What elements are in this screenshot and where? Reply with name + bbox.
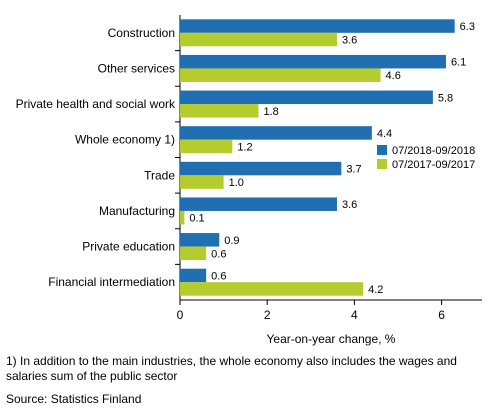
category-label: Manufacturing (99, 204, 175, 218)
bar-chart-svg: Construction 6.3 3.6 Other services 6.1 4.6 Pr… (16, 15, 482, 346)
category-label: Trade (144, 168, 175, 182)
bar (180, 197, 337, 211)
bar-value-label: 0.1 (189, 213, 204, 225)
bar-value-label: 3.6 (342, 35, 357, 47)
legend-label: 07/2018-09/2018 (392, 145, 475, 157)
category-label: Private education (82, 240, 175, 254)
bar (180, 139, 233, 154)
legend-swatch (377, 145, 387, 155)
bar-value-label: 1.0 (229, 177, 244, 189)
bar (180, 32, 337, 47)
bar (180, 268, 207, 283)
bar (180, 104, 259, 118)
x-axis-title: Year-on-year change, % (267, 332, 396, 346)
category-label: Private health and social work (16, 97, 176, 111)
bar-value-label: 6.1 (451, 57, 466, 69)
bar-value-label: 1.8 (263, 106, 278, 118)
bar (180, 90, 433, 105)
source-note: Source: Statistics Finland (6, 392, 142, 406)
category-label: Whole economy 1) (75, 133, 175, 147)
category-label: Construction (108, 26, 175, 40)
legend-label: 07/2017-09/2017 (392, 159, 475, 171)
bar-value-label: 4.2 (368, 284, 383, 296)
x-tick-label: 2 (264, 308, 271, 322)
bar (180, 126, 372, 140)
bar (180, 210, 185, 225)
category-label: Other services (98, 61, 175, 75)
bar (180, 246, 207, 261)
bar-value-label: 6.3 (460, 21, 475, 33)
legend-swatch (377, 159, 387, 169)
bar (180, 54, 446, 69)
bar-value-label: 1.2 (237, 141, 252, 153)
bar-value-label: 3.6 (342, 199, 357, 211)
bar (180, 161, 342, 176)
bar (180, 19, 455, 33)
bar (180, 175, 224, 189)
bar (180, 233, 220, 247)
bar (180, 68, 381, 82)
bar (180, 282, 364, 296)
x-tick-label: 4 (351, 308, 358, 322)
bar-value-label: 4.6 (386, 70, 401, 82)
x-tick-label: 6 (438, 308, 445, 322)
bar-value-label: 0.9 (224, 235, 239, 247)
bar-value-label: 4.4 (377, 128, 392, 140)
footnote: 1) In addition to the main industries, t… (6, 354, 457, 383)
bar-value-label: 3.7 (346, 164, 361, 176)
bar-value-label: 5.8 (438, 92, 453, 104)
category-label: Financial intermediation (48, 275, 175, 289)
bar-value-label: 0.6 (211, 270, 226, 282)
x-tick-label: 0 (177, 308, 184, 322)
bar-value-label: 0.6 (211, 248, 226, 260)
